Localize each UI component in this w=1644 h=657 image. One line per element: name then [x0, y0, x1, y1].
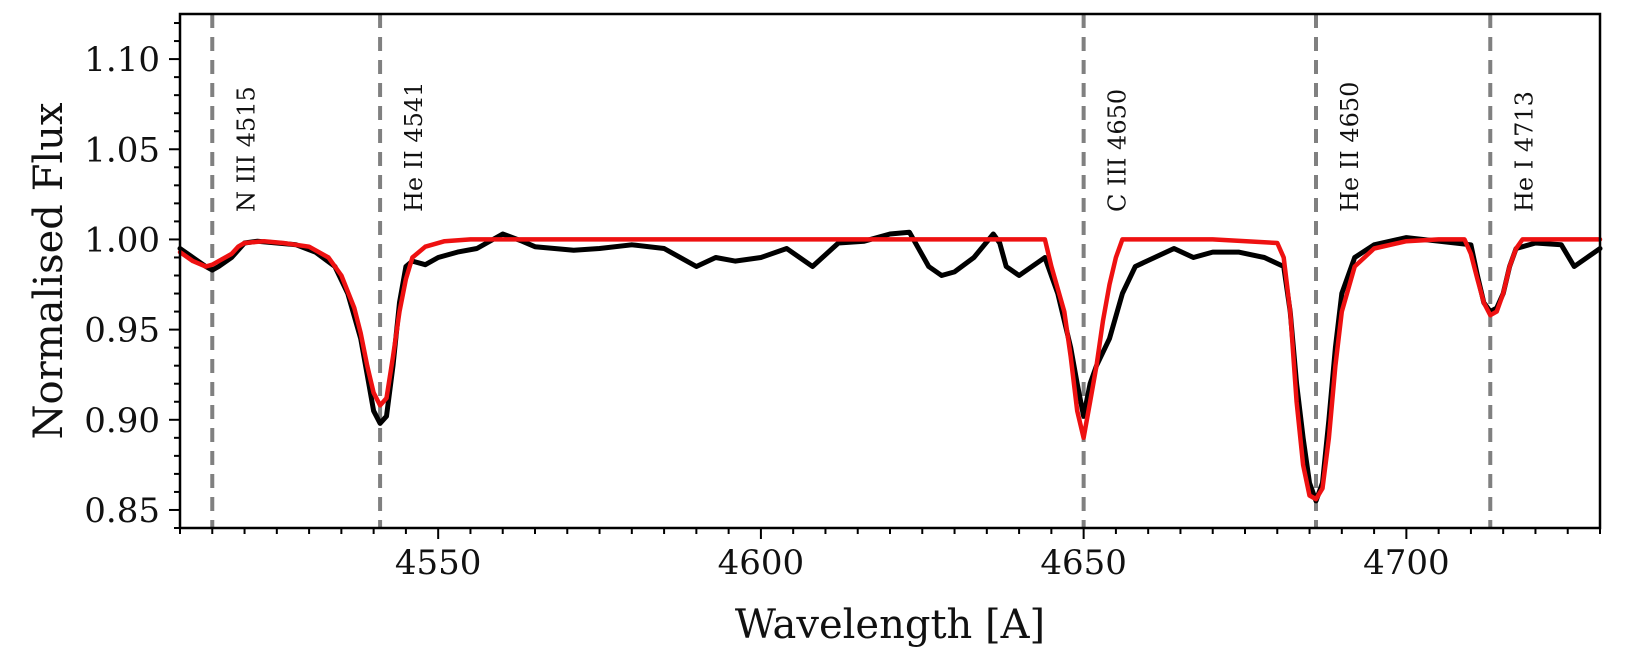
ticks-layer: 4550 4600 4650 4700 0.85 0.90 0.95 1.00 1.05 1.10	[84, 22, 1601, 583]
y-tick-label: 0.85	[84, 491, 160, 531]
y-tick-label: 0.90	[84, 401, 160, 441]
plot-frame	[178, 12, 1602, 530]
series-layer	[177, 229, 1603, 504]
x-tick-label: 4600	[718, 543, 805, 583]
x-tick-label: 4650	[1040, 543, 1127, 583]
x-axis-label: Wavelength [A]	[735, 602, 1045, 648]
x-tick-label: 4700	[1363, 543, 1450, 583]
y-tick-label: 1.10	[84, 40, 160, 80]
spectral-line-label: N III 4515	[232, 86, 260, 212]
spectral-line-label: He II 4541	[400, 82, 428, 212]
spectral-line-label: C III 4650	[1104, 89, 1132, 212]
y-axis-label: Normalised Flux	[26, 102, 72, 439]
y-tick-label: 0.95	[84, 311, 160, 351]
line-labels-layer: N III 4515 He II 4541 C III 4650 He II 4650…	[232, 82, 1538, 212]
y-tick-label: 1.05	[84, 130, 160, 170]
x-tick-label: 4550	[395, 543, 482, 583]
series-observed-line	[177, 229, 1603, 504]
spectral-line-label: He II 4650	[1336, 82, 1364, 212]
y-tick-label: 1.00	[84, 220, 160, 260]
spectral-line-label: He I 4713	[1510, 91, 1538, 212]
series-model-line	[177, 237, 1603, 502]
